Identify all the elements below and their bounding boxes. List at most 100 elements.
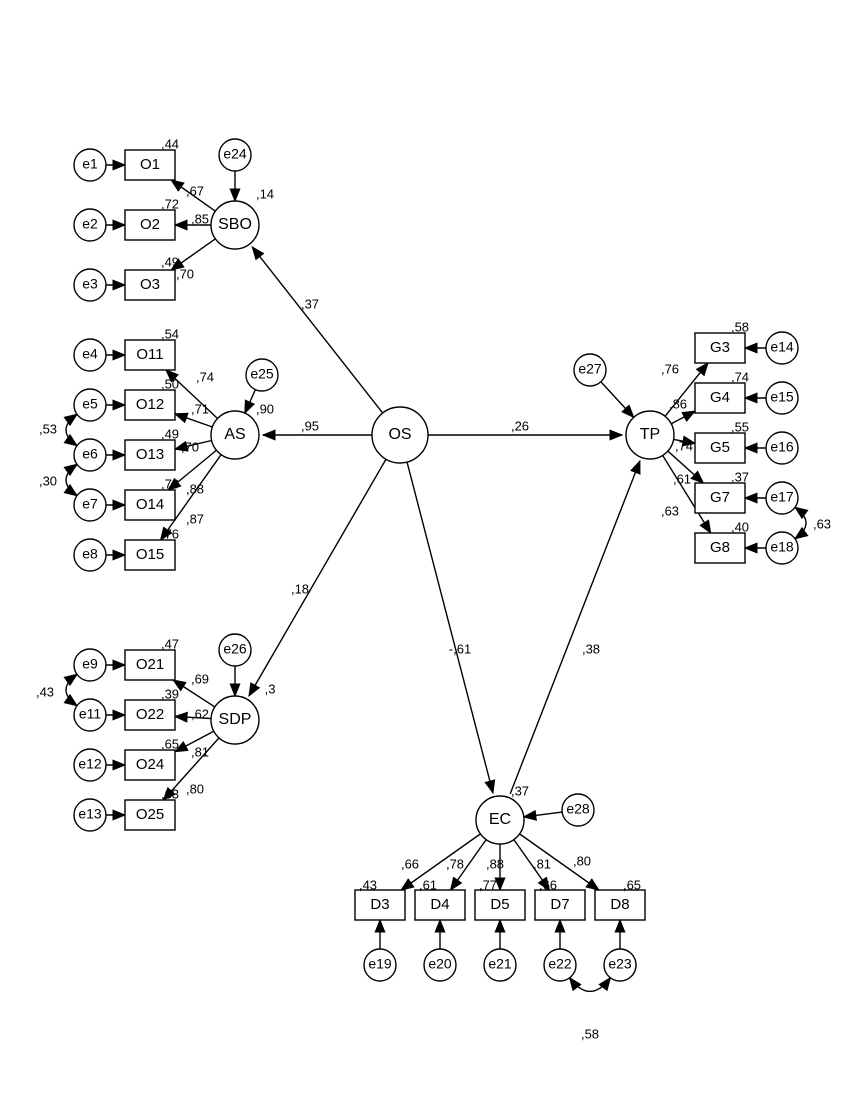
svg-text:e20: e20 xyxy=(428,956,452,972)
svg-text:O24: O24 xyxy=(136,756,164,773)
svg-text:O22: O22 xyxy=(136,706,164,723)
svg-text:,43: ,43 xyxy=(359,877,377,892)
svg-text:,49: ,49 xyxy=(161,426,179,441)
svg-text:e19: e19 xyxy=(368,956,392,972)
svg-text:e21: e21 xyxy=(488,956,512,972)
svg-text:e16: e16 xyxy=(770,439,794,455)
svg-text:e24: e24 xyxy=(223,146,247,162)
svg-text:G8: G8 xyxy=(710,539,730,556)
svg-text:,54: ,54 xyxy=(161,326,179,341)
svg-text:O13: O13 xyxy=(136,446,164,463)
svg-text:,58: ,58 xyxy=(581,1026,599,1041)
svg-text:,81: ,81 xyxy=(533,856,551,871)
svg-text:TP: TP xyxy=(640,426,660,443)
svg-text:e28: e28 xyxy=(566,801,590,817)
svg-text:e3: e3 xyxy=(82,276,98,292)
svg-text:,87: ,87 xyxy=(186,511,204,526)
svg-text:,3: ,3 xyxy=(265,681,276,696)
svg-text:e13: e13 xyxy=(78,806,102,822)
svg-text:O25: O25 xyxy=(136,806,164,823)
svg-text:G3: G3 xyxy=(710,339,730,356)
svg-text:-,61: -,61 xyxy=(449,641,471,656)
svg-text:,74: ,74 xyxy=(731,369,749,384)
svg-text:G4: G4 xyxy=(710,389,730,406)
svg-text:,72: ,72 xyxy=(161,196,179,211)
svg-text:,63: ,63 xyxy=(161,786,179,801)
svg-text:,37: ,37 xyxy=(301,296,319,311)
svg-text:,63: ,63 xyxy=(813,516,831,531)
svg-text:,90: ,90 xyxy=(256,401,274,416)
svg-text:e8: e8 xyxy=(82,546,98,562)
svg-text:SBO: SBO xyxy=(218,216,252,233)
svg-text:,55: ,55 xyxy=(731,419,749,434)
svg-text:O15: O15 xyxy=(136,546,164,563)
svg-text:,43: ,43 xyxy=(36,684,54,699)
svg-text:e4: e4 xyxy=(82,346,98,362)
svg-text:e11: e11 xyxy=(79,706,102,722)
svg-text:,78: ,78 xyxy=(161,476,179,491)
svg-text:e23: e23 xyxy=(608,956,632,972)
svg-text:,95: ,95 xyxy=(301,418,319,433)
svg-text:e7: e7 xyxy=(82,496,98,512)
svg-text:,14: ,14 xyxy=(256,186,274,201)
svg-text:,76: ,76 xyxy=(661,361,679,376)
svg-text:e2: e2 xyxy=(82,216,98,232)
svg-text:,66: ,66 xyxy=(401,856,419,871)
svg-text:,86: ,86 xyxy=(669,396,687,411)
svg-text:,80: ,80 xyxy=(186,781,204,796)
svg-text:,61: ,61 xyxy=(673,471,691,486)
svg-text:,18: ,18 xyxy=(291,581,309,596)
svg-text:O12: O12 xyxy=(136,396,164,413)
svg-text:,44: ,44 xyxy=(161,136,179,151)
svg-text:O14: O14 xyxy=(136,496,164,513)
svg-text:G7: G7 xyxy=(710,489,730,506)
svg-text:e12: e12 xyxy=(78,756,102,772)
svg-text:,47: ,47 xyxy=(161,636,179,651)
svg-text:,74: ,74 xyxy=(196,369,214,384)
svg-text:e5: e5 xyxy=(82,396,98,412)
svg-text:e15: e15 xyxy=(770,389,794,405)
svg-text:,66: ,66 xyxy=(539,877,557,892)
svg-text:AS: AS xyxy=(224,426,245,443)
svg-text:G5: G5 xyxy=(710,439,730,456)
svg-text:EC: EC xyxy=(489,811,511,828)
svg-text:,50: ,50 xyxy=(161,376,179,391)
svg-text:,74: ,74 xyxy=(675,438,693,453)
svg-text:,69: ,69 xyxy=(191,671,209,686)
svg-text:,88: ,88 xyxy=(486,856,504,871)
svg-text:,63: ,63 xyxy=(661,503,679,518)
svg-text:D7: D7 xyxy=(550,896,569,913)
svg-text:,61: ,61 xyxy=(419,877,437,892)
svg-text:,65: ,65 xyxy=(161,736,179,751)
svg-text:,80: ,80 xyxy=(573,853,591,868)
svg-text:e17: e17 xyxy=(770,489,794,505)
svg-text:D8: D8 xyxy=(610,896,629,913)
svg-text:,71: ,71 xyxy=(191,401,209,416)
svg-text:O21: O21 xyxy=(136,656,164,673)
svg-text:e14: e14 xyxy=(770,339,794,355)
svg-text:e1: e1 xyxy=(82,156,98,172)
svg-text:e18: e18 xyxy=(770,539,794,555)
sem-path-diagram: ,37,95,18-,61,26,38,67,85,70,74,71,70,88… xyxy=(0,0,850,1100)
svg-text:e27: e27 xyxy=(578,361,602,377)
svg-text:,67: ,67 xyxy=(186,183,204,198)
svg-text:e6: e6 xyxy=(82,446,98,462)
svg-text:,78: ,78 xyxy=(446,856,464,871)
svg-text:,40: ,40 xyxy=(731,519,749,534)
svg-text:e22: e22 xyxy=(548,956,572,972)
svg-text:,62: ,62 xyxy=(191,706,209,721)
svg-text:O2: O2 xyxy=(140,216,160,233)
svg-text:,76: ,76 xyxy=(161,526,179,541)
svg-text:,85: ,85 xyxy=(191,211,209,226)
svg-text:,39: ,39 xyxy=(161,686,179,701)
svg-text:,53: ,53 xyxy=(39,421,57,436)
svg-text:SDP: SDP xyxy=(219,711,252,728)
svg-text:,38: ,38 xyxy=(582,641,600,656)
svg-text:,49: ,49 xyxy=(161,254,179,269)
svg-text:D5: D5 xyxy=(490,896,509,913)
svg-text:,37: ,37 xyxy=(731,469,749,484)
svg-text:,70: ,70 xyxy=(181,439,199,454)
svg-text:O3: O3 xyxy=(140,276,160,293)
svg-text:e9: e9 xyxy=(82,656,98,672)
svg-text:e25: e25 xyxy=(250,366,274,382)
